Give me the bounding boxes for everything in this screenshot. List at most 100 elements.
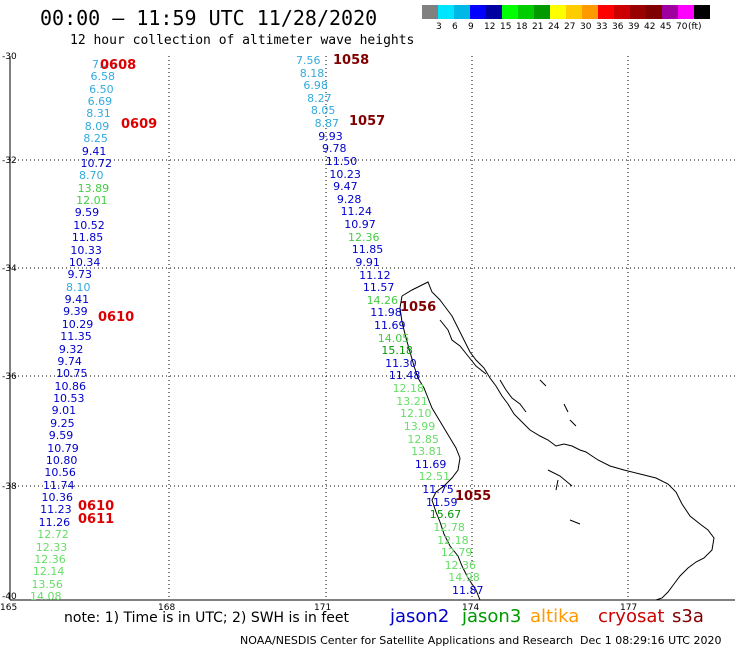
wave-height-value: 6.50 (89, 82, 114, 96)
wave-height-value: 10.75 (55, 367, 88, 381)
time-label-1055: 1055 (455, 489, 492, 504)
colorbar-swatch (438, 5, 454, 19)
colorbar-label: 18 (516, 22, 528, 32)
colorbar-swatch (566, 5, 582, 19)
colorbar-swatch (614, 5, 630, 19)
wave-height-value: 8.10 (66, 280, 91, 294)
wave-height-value: 8.27 (307, 91, 332, 105)
wave-height-value: 11.23 (40, 503, 72, 517)
legend-s3a: s3a (672, 606, 704, 627)
wave-height-value: 12.18 (437, 533, 469, 547)
wave-height-value: 14.08 (30, 590, 62, 603)
wave-height-value: 8.25 (83, 132, 108, 146)
wave-height-value: 13.56 (31, 577, 63, 591)
colorbar-swatch (598, 5, 614, 19)
legend-altika: altika (530, 606, 580, 627)
wave-height-value: 9.59 (74, 206, 100, 220)
time-label-1058: 1058 (333, 53, 370, 68)
wave-height-value: 11.87 (452, 584, 484, 597)
time-label-1056: 1056 (400, 300, 437, 315)
footer-date: Dec 1 08:29:16 UTC 2020 (580, 634, 722, 647)
wave-height-value: 10.86 (54, 379, 87, 393)
wave-height-value: 9.47 (333, 180, 358, 194)
colorbar-swatch (486, 5, 502, 19)
wave-height-value: 12.51 (418, 470, 451, 484)
wave-height-value: 13.99 (403, 419, 436, 433)
legend-jason3: jason3 (462, 606, 522, 627)
lat-label: -36 (2, 372, 17, 382)
colorbar-label: 39 (628, 22, 640, 32)
time-label-0610-b: 0610 (78, 499, 115, 514)
wave-height-value: 14.98 (448, 571, 480, 585)
colorbar-label: 15 (500, 22, 512, 32)
wave-height-value: 11.35 (60, 330, 92, 344)
new-zealand-coastline (399, 281, 715, 601)
lat-label: -32 (2, 156, 17, 166)
wave-height-value: 12.36 (444, 558, 477, 572)
colorbar-swatch (534, 5, 550, 19)
wave-height-value: 8.87 (314, 117, 340, 131)
wave-height-value: 15.67 (429, 508, 462, 522)
wave-height-value: 9.74 (57, 354, 82, 368)
wave-height-value: 10.72 (80, 156, 112, 170)
wave-height-value: 11.26 (38, 515, 71, 529)
wave-height-value: 12.01 (76, 194, 108, 208)
wave-height-value: 12.72 (37, 528, 69, 542)
wave-height-value: 11.59 (426, 495, 458, 509)
wave-height-value: 7.56 (296, 54, 321, 67)
lon-label: 165 (0, 603, 18, 613)
graticule (10, 56, 735, 600)
lat-label: -30 (2, 52, 17, 62)
wave-height-value: 11.48 (388, 369, 421, 383)
colorbar-swatch (662, 5, 678, 19)
wave-height-value: 10.34 (68, 255, 101, 269)
wave-height-value: 10.56 (44, 466, 76, 480)
lon-label: 168 (158, 603, 176, 613)
page-title: 00:00 – 11:59 UTC 11/28/2020 (40, 6, 378, 30)
footer-credit: NOAA/NESDIS Center for Satellite Applica… (240, 634, 574, 647)
wave-height-value: 10.80 (45, 453, 78, 467)
wave-height-value: 14.26 (366, 293, 399, 307)
wave-height-value: 12.36 (348, 230, 380, 244)
colorbar-swatch (646, 5, 662, 19)
wave-height-value: 12.85 (407, 432, 439, 446)
wave-height-value: 10.53 (53, 392, 85, 406)
colorbar-label: 36 (612, 22, 624, 32)
wave-height-value: 9.91 (355, 255, 380, 269)
wave-height-value: 9.93 (318, 129, 343, 143)
wave-height-value: 9.41 (81, 144, 107, 158)
wave-height-value: 9.39 (63, 305, 88, 319)
colorbar-label: 12 (484, 22, 496, 32)
colorbar-swatch (694, 5, 710, 19)
wave-height-value: 6.58 (90, 70, 116, 84)
colorbar-label: 6 (452, 22, 458, 32)
colorbar-label: 30 (580, 22, 592, 32)
wave-height-value: 8.09 (84, 119, 110, 133)
time-label-0610: 0610 (98, 310, 135, 325)
wave-height-value: 12.36 (34, 552, 66, 566)
wave-height-value: 9.41 (64, 293, 90, 307)
colorbar-swatch (582, 5, 598, 19)
wave-height-value: 12.79 (440, 546, 473, 560)
wave-height-value: 9.78 (322, 142, 347, 156)
colorbar-swatch (422, 5, 438, 19)
colorbar-label: 24 (548, 22, 560, 32)
wave-height-value: 15.18 (381, 344, 413, 358)
wave-height-value: 11.98 (370, 306, 402, 320)
wave-height-value: 9.59 (48, 429, 74, 443)
wave-height-value: 7.26 (92, 58, 117, 71)
wave-height-value: 12.18 (392, 382, 425, 396)
wave-height-value: 9.28 (336, 192, 362, 206)
wave-height-value: 11.57 (362, 281, 395, 295)
wave-height-value: 11.30 (385, 356, 417, 370)
lon-label: 174 (462, 603, 480, 613)
colorbar-label: 9 (468, 22, 474, 32)
wave-height-value: 9.32 (58, 342, 84, 356)
wave-height-value: 10.23 (329, 167, 361, 181)
colorbar-swatch (470, 5, 486, 19)
colorbar-swatch (678, 5, 694, 19)
wave-height-value: 6.98 (303, 79, 328, 93)
colorbar-label: 21 (532, 22, 544, 32)
